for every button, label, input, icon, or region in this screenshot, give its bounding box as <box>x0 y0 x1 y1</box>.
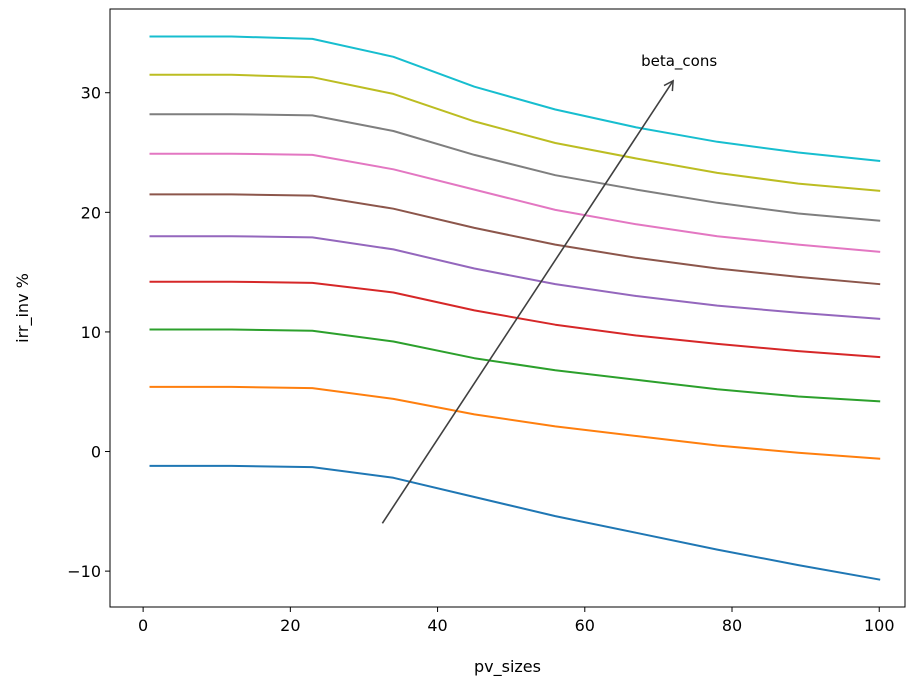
x-tick-label: 80 <box>722 616 742 635</box>
series-line-10 <box>149 35 881 162</box>
y-tick-label: 20 <box>81 203 101 222</box>
x-tick-label: 20 <box>280 616 300 635</box>
annotation-label: beta_cons <box>641 52 717 71</box>
y-axis-label: irr_inv % <box>13 273 33 343</box>
series-line-5 <box>149 235 881 320</box>
series-line-8 <box>149 113 881 222</box>
series-line-2 <box>149 385 881 460</box>
series-line-9 <box>149 73 881 192</box>
series-layer <box>149 35 881 581</box>
x-tick-label: 100 <box>864 616 895 635</box>
series-line-6 <box>149 193 881 286</box>
y-axis: −10 0 10 20 30 <box>67 84 110 581</box>
x-tick-label: 0 <box>138 616 148 635</box>
y-tick-label: 0 <box>91 443 101 462</box>
series-line-3 <box>149 328 881 403</box>
plot-frame <box>109 8 906 608</box>
plot-background <box>110 9 905 607</box>
annotation-layer: beta_cons <box>381 52 717 524</box>
series-line-1 <box>149 464 881 581</box>
annotation-arrow <box>381 79 674 524</box>
series-line-4 <box>149 280 881 359</box>
x-axis: 0 20 40 60 80 100 <box>138 607 895 635</box>
x-tick-label: 60 <box>575 616 595 635</box>
y-tick-label: 30 <box>81 84 101 103</box>
y-tick-label: −10 <box>67 562 101 581</box>
y-tick-label: 10 <box>81 323 101 342</box>
x-tick-label: 40 <box>427 616 447 635</box>
x-axis-label: pv_sizes <box>474 657 541 677</box>
series-line-7 <box>149 152 881 253</box>
